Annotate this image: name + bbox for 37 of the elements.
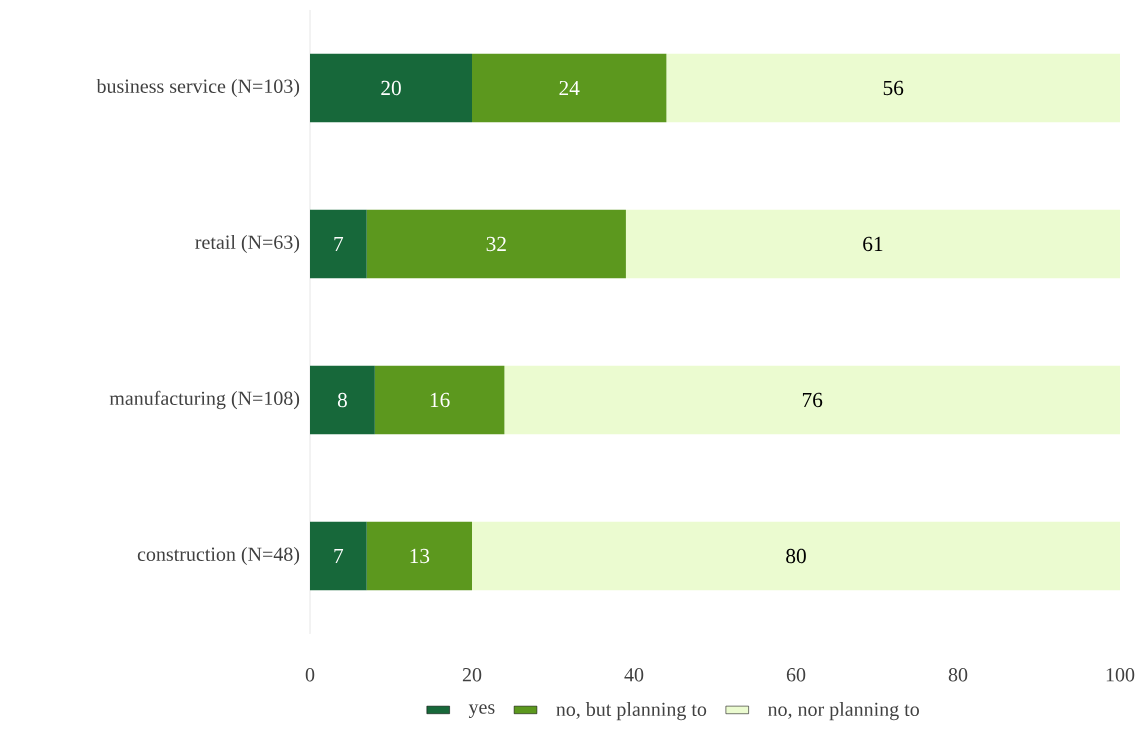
data-label: 61 bbox=[863, 236, 883, 252]
data-label: 8 bbox=[337, 392, 347, 408]
data-label: 80 bbox=[786, 548, 806, 564]
bar bbox=[366, 521, 473, 591]
bar bbox=[472, 53, 667, 123]
y-tick-label: retail (N=63) bbox=[195, 234, 300, 254]
legend-label: no, nor planning to bbox=[768, 702, 919, 721]
legend-label: yes bbox=[468, 704, 495, 718]
data-label: 20 bbox=[381, 80, 401, 96]
bar bbox=[472, 521, 1121, 591]
bar bbox=[366, 209, 626, 279]
data-label: 16 bbox=[430, 392, 450, 408]
x-tick-label: 40 bbox=[624, 668, 644, 682]
data-label: 7 bbox=[334, 549, 344, 563]
data-label: 13 bbox=[410, 548, 430, 564]
bar bbox=[504, 365, 1121, 435]
data-label: 7 bbox=[334, 237, 344, 251]
bar bbox=[310, 209, 367, 279]
bar bbox=[374, 365, 505, 435]
x-tick-label: 60 bbox=[786, 668, 806, 682]
data-label: 32 bbox=[486, 236, 506, 252]
bar bbox=[310, 521, 367, 591]
data-label: 56 bbox=[883, 80, 904, 96]
bar bbox=[666, 53, 1121, 123]
x-tick-label: 20 bbox=[462, 668, 482, 682]
x-tick-label: 80 bbox=[948, 668, 968, 682]
data-label: 76 bbox=[802, 392, 823, 408]
y-tick-label: construction (N=48) bbox=[137, 546, 300, 566]
x-tick-label: 0 bbox=[305, 668, 315, 682]
legend-label: no, but planning to bbox=[556, 702, 707, 721]
bar bbox=[310, 53, 473, 123]
y-tick-label: business service (N=103) bbox=[96, 78, 300, 98]
y-tick-label: manufacturing (N=108) bbox=[109, 390, 300, 410]
bar bbox=[310, 365, 375, 435]
bar bbox=[625, 209, 1121, 279]
data-label: 24 bbox=[559, 80, 580, 96]
x-tick-label: 100 bbox=[1106, 668, 1135, 682]
